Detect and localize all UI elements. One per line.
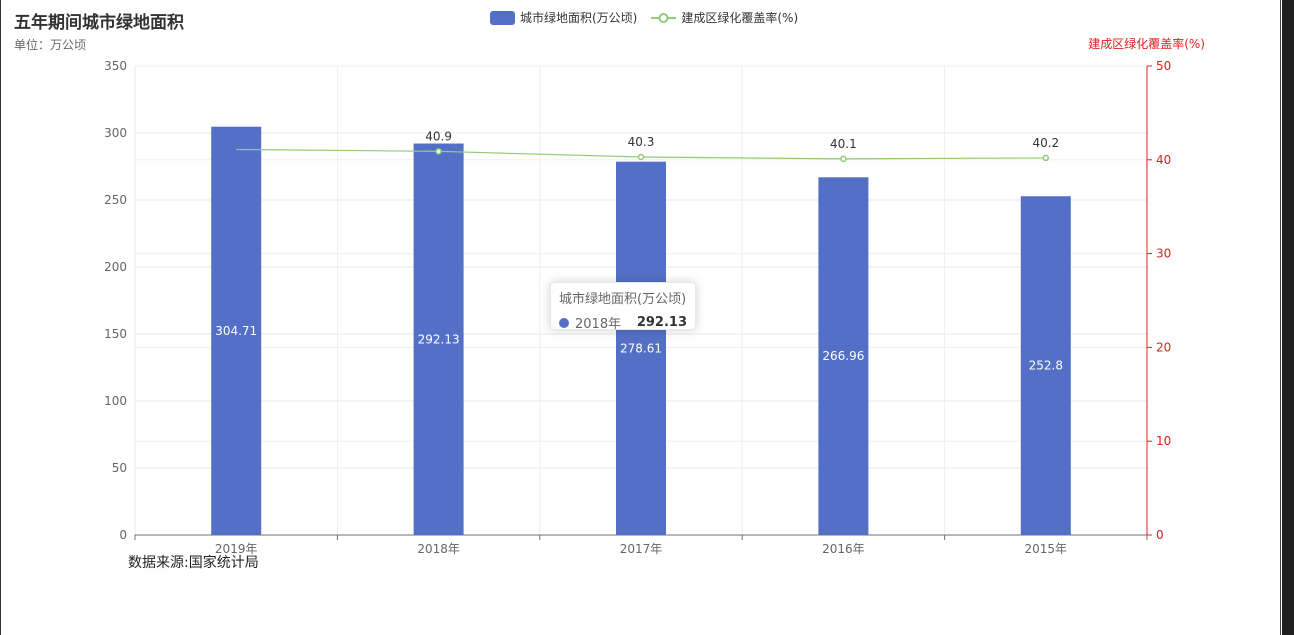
line-data-label: 40.9 [425, 129, 452, 143]
y-right-tick-label: 10 [1156, 434, 1171, 448]
y-left-tick-label: 150 [104, 327, 127, 341]
line-point [840, 155, 847, 163]
chart-subtitle: 单位：万公顷 [14, 38, 87, 52]
x-tick-label: 2019年 [215, 542, 258, 556]
y-right-tick-label: 50 [1156, 59, 1171, 73]
bar-data-label: 304.71 [215, 324, 257, 338]
source-note: 数据来源:国家统计局 [128, 555, 259, 571]
tooltip: 城市绿地面积(万公顷) 2018年 292.13 [550, 282, 696, 332]
bar-data-label: 278.61 [620, 341, 662, 355]
x-tick-label: 2016年 [822, 542, 865, 556]
y-left-tick-label: 50 [112, 461, 127, 475]
line-data-label: 40.1 [830, 137, 857, 151]
legend-label-bar: 城市绿地面积(万公顷) [520, 11, 638, 25]
legend: 城市绿地面积(万公顷) 建成区绿化覆盖率(%) [490, 9, 812, 26]
y-right-tick-label: 0 [1156, 528, 1164, 542]
bar-data-label: 266.96 [822, 349, 864, 363]
bar [818, 177, 869, 535]
legend-line-swatch [651, 12, 677, 23]
tooltip-row: 2018年 292.13 [559, 313, 687, 332]
x-tick-label: 2017年 [620, 542, 663, 556]
x-tick-label: 2015年 [1025, 542, 1068, 556]
legend-bar-swatch [490, 10, 515, 25]
y-left-tick-label: 0 [119, 528, 127, 542]
tooltip-value: 292.13 [636, 315, 687, 330]
y-right-tick-label: 40 [1156, 153, 1171, 167]
y-left-tick-label: 250 [104, 193, 127, 207]
bar [413, 143, 464, 535]
chart-title: 五年期间城市绿地面积 [14, 13, 184, 33]
bar [1020, 196, 1071, 536]
tooltip-category: 2018年 [575, 317, 622, 332]
y-right-tick-label: 20 [1156, 340, 1171, 354]
side-panel-edge [1282, 0, 1294, 635]
legend-label-line: 建成区绿化覆盖率(%) [681, 11, 799, 25]
tooltip-marker [559, 317, 569, 328]
x-tick-label: 2018年 [417, 542, 460, 556]
legend-item-bar[interactable]: 城市绿地面积(万公顷) [490, 9, 637, 26]
y-right-tick-label: 30 [1156, 247, 1171, 261]
y-left-tick-label: 350 [104, 59, 127, 73]
bar-data-label: 252.8 [1029, 359, 1063, 373]
line-data-label: 40.3 [628, 135, 655, 149]
line-point [435, 148, 442, 155]
bar-data-label: 292.13 [418, 332, 460, 346]
line-point [637, 153, 645, 161]
tooltip-title: 城市绿地面积(万公顷) [559, 292, 687, 307]
y-left-tick-label: 200 [104, 260, 127, 274]
y-left-tick-label: 100 [104, 394, 127, 408]
line-point [1042, 154, 1050, 162]
bar [616, 161, 666, 535]
y-right-axis-name: 建成区绿化覆盖率(%) [1088, 36, 1205, 51]
bar [211, 126, 262, 535]
chart-svg: 0 50 100 150 200 250 300 350 0 10 20 30 40 50 建成区绿化覆盖率… [104, 36, 1205, 556]
y-left-tick-label: 300 [104, 126, 127, 140]
legend-item-line[interactable]: 建成区绿化覆盖率(%) [651, 9, 798, 26]
line-data-label: 40.2 [1032, 136, 1059, 150]
